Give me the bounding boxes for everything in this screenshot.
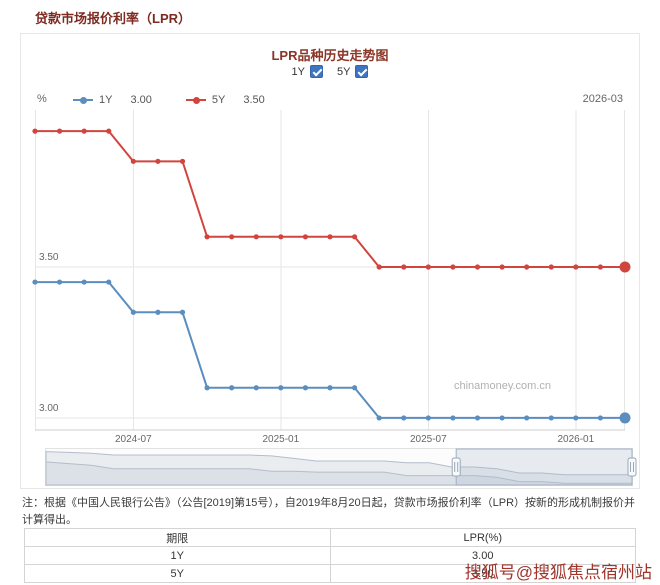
- series-toggle-5Y[interactable]: 5Y: [337, 65, 369, 78]
- zoom-window[interactable]: [455, 448, 633, 486]
- legend-name: 1Y: [99, 94, 113, 106]
- checkbox-5Y[interactable]: [355, 65, 369, 78]
- sohu-watermark: 搜狐号@搜狐焦点宿州站: [464, 563, 652, 582]
- chart-card: LPR品种历史走势图 1Y 5Y % 1Y 3.00 5Y 3.50 2026-03 3…: [20, 33, 640, 489]
- table-row: 5Y 3.50: [24, 564, 636, 583]
- series-points-5Y: [32, 128, 631, 273]
- y-tick-label: 3.50: [39, 252, 59, 263]
- page-title: 贷款市场报价利率（LPR）: [35, 11, 192, 26]
- chart-title: LPR品种历史走势图: [271, 48, 389, 63]
- note-text: 注：根据《中国人民银行公告》（公告[2019]第15号），自2019年8月20日…: [22, 497, 636, 526]
- legend-item-1Y[interactable]: 1Y 3.00: [73, 94, 152, 106]
- zoom-handle-left-icon[interactable]: [451, 457, 461, 477]
- chart-legend: 1Y 3.00 5Y 3.50: [73, 92, 299, 106]
- table-cell: 1Y: [24, 546, 331, 565]
- lpr-table-head-row: 期限 LPR(%): [24, 528, 636, 547]
- legend-name: 5Y: [211, 94, 226, 106]
- table-header: LPR(%): [329, 528, 636, 547]
- table-header: 期限: [24, 528, 331, 547]
- series-line-5Y: [35, 130, 625, 268]
- minimap-svg[interactable]: [45, 448, 637, 486]
- series-toggles: 1Y 5Y: [21, 65, 639, 78]
- x-tick-label: 2026-01: [557, 434, 594, 445]
- legend-current-value: 3.00: [130, 94, 152, 106]
- table-cell: 5Y: [24, 564, 331, 583]
- data-zoom-slider[interactable]: [45, 448, 637, 486]
- x-tick-label: 2024-07: [115, 434, 152, 445]
- chinamoney-watermark: chinamoney.com.cn: [454, 380, 552, 392]
- current-date-label: 2026-03: [582, 93, 623, 105]
- legend-current-value: 3.50: [243, 94, 265, 106]
- legend-row: % 1Y 3.00 5Y 3.50 2026-03: [37, 92, 623, 108]
- x-tick-label: 2025-07: [410, 434, 447, 445]
- legend-line-marker-icon: [185, 96, 206, 104]
- lpr-table: 期限 LPR(%) 1Y 3.00 5Y 3.50: [24, 528, 636, 583]
- series-points-1Y: [32, 279, 631, 424]
- minimap-area-1Y: [45, 461, 633, 486]
- series-line-1Y: [35, 281, 625, 419]
- toggle-label: 1Y: [291, 65, 305, 78]
- x-tick-label: 2025-01: [262, 434, 299, 445]
- table-cell: 3.50: [329, 564, 636, 583]
- lpr-table-body: 1Y 3.00 5Y 3.50: [24, 546, 636, 583]
- y-axis-unit: %: [37, 93, 47, 105]
- y-tick-label: 3.00: [39, 403, 59, 414]
- legend-line-marker-icon: [73, 96, 93, 104]
- trend-plot-svg[interactable]: 3.00 3.50 2024-07 2025-01 2025-07 2026-01: [32, 110, 631, 452]
- series-toggle-1Y[interactable]: 1Y: [292, 65, 323, 78]
- toggle-label: 5Y: [337, 65, 351, 78]
- zoom-handle-right-icon[interactable]: [627, 457, 637, 477]
- checkbox-1Y[interactable]: [310, 65, 323, 78]
- legend-item-5Y[interactable]: 5Y 3.50: [185, 94, 265, 106]
